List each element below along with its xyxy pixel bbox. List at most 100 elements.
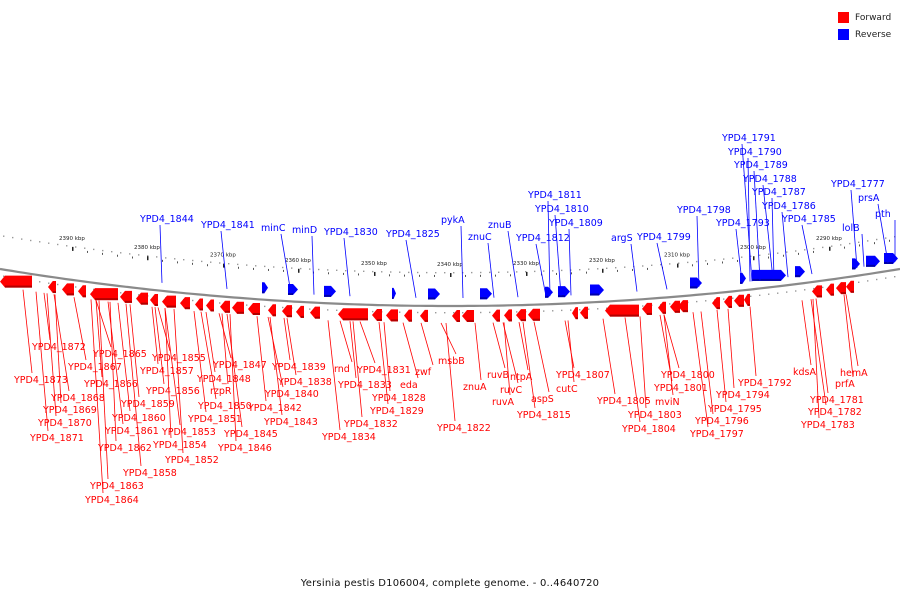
track-dot: [336, 269, 338, 271]
track-dot: [3, 235, 5, 237]
track-dot: [714, 259, 716, 261]
ruler-tick: [298, 268, 300, 273]
forward-gene-label: YPD4_1792: [737, 378, 792, 389]
reverse-gene-label: YPD4_1777: [830, 179, 885, 190]
track-dot: [156, 256, 158, 258]
reverse-gene-label: YPD4_1785: [781, 214, 836, 225]
genome-caption: Yersinia pestis D106004, complete genome…: [300, 578, 600, 589]
track-dot: [885, 237, 887, 239]
ruler-label: 2310 kbp: [664, 253, 690, 259]
track-dot: [255, 265, 257, 267]
reverse-gene-label: YPD4_1791: [721, 133, 776, 144]
ruler-tick: [753, 256, 755, 261]
forward-gene-label: YPD4_1815: [516, 410, 571, 421]
track-dot: [498, 271, 500, 273]
reverse-gene-label: YPD4_1793: [715, 218, 770, 229]
track-dot: [642, 305, 644, 307]
reverse-gene-arrow-shade: [288, 292, 293, 295]
forward-gene-label: YPD4_1862: [97, 443, 152, 454]
track-dot: [291, 267, 293, 269]
ruler-tick: [147, 256, 149, 261]
reverse-gene-arrow-shade: [752, 278, 781, 281]
track-dot: [507, 271, 509, 273]
forward-gene-arrow: [268, 304, 276, 317]
track-dot: [669, 263, 671, 265]
ruler-tick: [223, 263, 225, 268]
forward-gene-label: YPD4_1857: [139, 366, 194, 377]
forward-gene-label: YPD4_1800: [660, 370, 715, 381]
forward-gene-arrow: [678, 300, 688, 313]
forward-gene-arrow-shade: [683, 310, 688, 313]
track-dot: [822, 246, 824, 249]
forward-gene-arrow-shade: [300, 315, 304, 318]
forward-gene-label: YPD4_1861: [104, 426, 159, 437]
reverse-gene-leader: [220, 230, 228, 289]
track-dot: [75, 246, 77, 248]
ruler-minor-tick: [343, 272, 344, 275]
forward-gene-leader: [692, 312, 709, 428]
track-dot: [264, 305, 266, 308]
reverse-gene-label: YPD4_1799: [636, 232, 691, 243]
track-dot: [93, 288, 95, 291]
forward-gene-arrow-shade: [253, 312, 260, 315]
ruler-minor-tick: [813, 250, 814, 253]
forward-gene-leader: [221, 313, 229, 385]
track-dot: [822, 286, 824, 289]
forward-gene-leader: [663, 314, 674, 396]
ruler-minor-tick: [783, 254, 784, 257]
ruler-minor-tick: [556, 272, 557, 275]
forward-gene-label: YPD4_1848: [196, 374, 251, 385]
forward-gene-arrow: [826, 283, 834, 296]
track-dot: [552, 270, 554, 272]
forward-gene-leader: [801, 300, 812, 366]
track-dot: [624, 266, 626, 268]
reverse-gene-label: argS: [611, 233, 633, 244]
track-dot: [111, 251, 113, 253]
forward-gene-label: YPD4_1864: [84, 495, 139, 506]
track-dot: [57, 283, 59, 286]
forward-gene-arrow-shade: [287, 315, 292, 318]
reverse-gene-label: pykA: [441, 215, 465, 226]
track-dot: [876, 238, 878, 241]
track-dot: [561, 269, 563, 272]
ruler-label: 2350 kbp: [361, 261, 387, 267]
track-dot: [237, 263, 239, 266]
reverse-gene-leader: [861, 233, 865, 267]
legend-forward: Forward: [838, 9, 898, 26]
ruler-minor-tick: [571, 272, 572, 275]
legend: Forward Reverse: [838, 9, 898, 43]
track-dot: [201, 260, 203, 263]
ruler-minor-tick: [480, 274, 481, 277]
forward-gene-arrow: [206, 299, 214, 312]
track-dot: [39, 241, 41, 243]
forward-gene-leader: [445, 322, 456, 422]
track-dot: [381, 271, 383, 273]
track-dot: [795, 250, 797, 252]
forward-gene-leader: [812, 298, 820, 419]
ruler-minor-tick: [207, 264, 208, 267]
reverse-gene-leader: [696, 215, 700, 287]
track-dot: [444, 272, 446, 274]
forward-gene-leader: [109, 301, 117, 442]
forward-gene-leader: [845, 294, 859, 367]
track-dot: [894, 276, 896, 278]
forward-gene-arrow: [220, 300, 230, 313]
forward-gene-label: YPD4_1850: [197, 401, 252, 412]
ruler-minor-tick: [647, 267, 648, 270]
reverse-gene-arrow: [262, 282, 268, 294]
forward-gene-arrow: [658, 301, 666, 314]
forward-gene-leader: [164, 308, 181, 426]
forward-gene-label: YPD4_1865: [92, 349, 147, 360]
forward-gene-leader: [663, 314, 680, 369]
track-dot: [588, 308, 590, 310]
forward-gene-label: YPD4_1859: [120, 399, 175, 410]
ruler-minor-tick: [404, 274, 405, 277]
forward-gene-label: YPD4_1856: [145, 386, 200, 397]
ruler-minor-tick: [707, 262, 708, 265]
legend-reverse-label: Reverse: [855, 29, 892, 40]
forward-gene-arrow-shade: [272, 314, 276, 317]
track-dot: [327, 309, 329, 311]
forward-gene-leader: [151, 306, 159, 365]
track-dot: [867, 240, 869, 242]
track-dot: [741, 256, 743, 258]
